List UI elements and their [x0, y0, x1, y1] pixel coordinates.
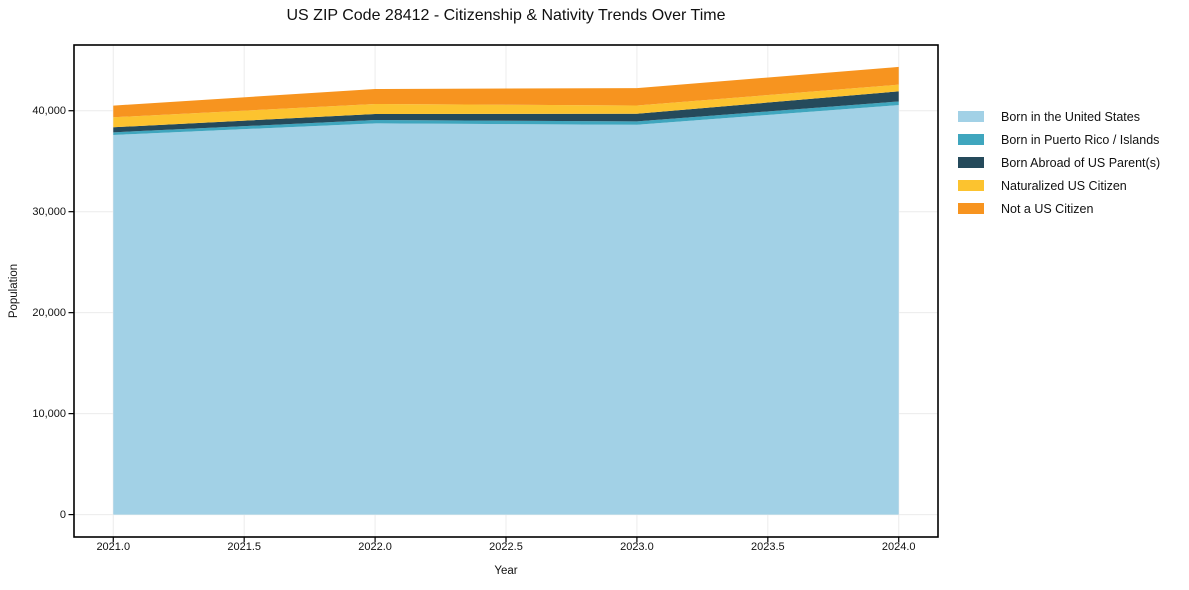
- legend-item: Naturalized US Citizen: [958, 174, 1160, 197]
- area-series-3: [113, 84, 899, 128]
- legend-swatch-icon: [958, 111, 984, 122]
- y-tick-label: 10,000: [32, 407, 66, 420]
- area-series-4: [113, 66, 899, 118]
- legend-label: Born Abroad of US Parent(s): [1001, 155, 1161, 170]
- area-series-2: [113, 91, 899, 133]
- legend-item: Not a US Citizen: [958, 197, 1160, 220]
- x-tick-label: 2023.5: [750, 541, 785, 553]
- legend-label: Naturalized US Citizen: [1001, 178, 1127, 193]
- y-tick-label: 40,000: [32, 104, 66, 117]
- x-tick-label: 2022.5: [489, 541, 523, 553]
- legend-swatch-icon: [958, 180, 984, 191]
- legend-swatch-icon: [958, 134, 984, 145]
- area-series-0: [113, 105, 899, 515]
- y-tick-label: 30,000: [32, 205, 66, 218]
- legend-item: Born in Puerto Rico / Islands: [958, 128, 1160, 151]
- x-tick-label: 2023.0: [620, 541, 654, 553]
- legend: Born in the United States Born in Puerto …: [958, 105, 1160, 220]
- x-axis-label: Year: [494, 565, 518, 577]
- legend-swatch-icon: [958, 203, 984, 214]
- legend-swatch-icon: [958, 157, 984, 168]
- legend-label: Born in the United States: [1001, 109, 1140, 124]
- x-tick-label: 2021.5: [227, 541, 261, 553]
- legend-label: Born in Puerto Rico / Islands: [1001, 132, 1160, 147]
- y-tick-label: 20,000: [32, 306, 66, 319]
- legend-label: Not a US Citizen: [1001, 201, 1094, 216]
- x-tick-label: 2024.0: [881, 541, 916, 553]
- x-tick-label: 2022.0: [358, 541, 392, 553]
- y-tick-label: 0: [59, 508, 66, 521]
- chart-title: US ZIP Code 28412 - Citizenship & Nativi…: [286, 7, 726, 24]
- legend-item: Born in the United States: [958, 105, 1160, 128]
- x-tick-label: 2021.0: [96, 541, 131, 553]
- legend-item: Born Abroad of US Parent(s): [958, 151, 1160, 174]
